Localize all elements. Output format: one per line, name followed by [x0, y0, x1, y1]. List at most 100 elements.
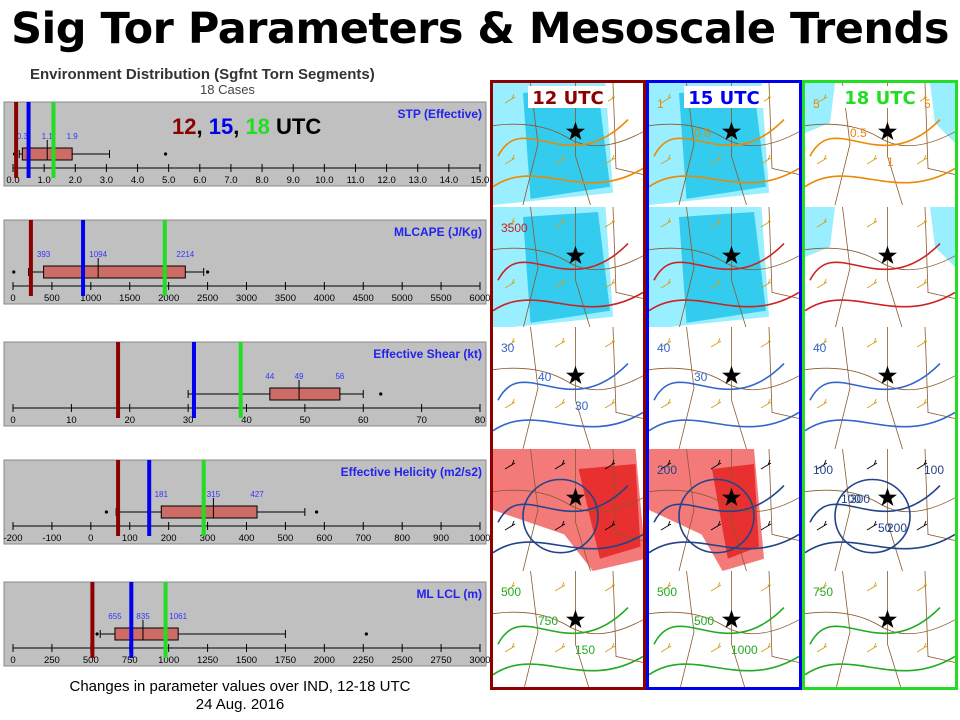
wind-barb: [760, 398, 772, 409]
boxplot-panel: MLCAPE (J/Kg) 0 500 1000 1500 2000 2500 3000 350…: [3, 219, 490, 305]
state-border: [492, 367, 644, 391]
contour: [653, 243, 785, 281]
contour-label: 500: [501, 585, 521, 599]
state-border: [648, 247, 800, 271]
value-label: 49: [295, 372, 304, 381]
state-border: [648, 611, 800, 635]
state-border: [648, 489, 800, 513]
wind-barb: [816, 520, 828, 531]
x-tick-label: 3000: [469, 655, 490, 666]
state-border: [835, 570, 851, 690]
contour: [648, 167, 800, 188]
map-column-border: [490, 80, 646, 690]
utc-15-line: [129, 582, 134, 658]
contour: [809, 485, 941, 523]
contour-label: 30: [501, 341, 515, 355]
outlier-point: [379, 392, 383, 396]
wind-barb: [866, 337, 878, 348]
wind-barb: [504, 520, 516, 531]
state-border: [834, 326, 851, 450]
wind-barb: [604, 459, 616, 470]
state-border: [731, 571, 746, 690]
x-tick-label: 2500: [392, 655, 413, 666]
contour: [653, 485, 785, 523]
state-border: [648, 367, 800, 391]
state-border: [804, 489, 956, 513]
value-label: 181: [155, 490, 169, 499]
wind-barb: [604, 642, 616, 653]
wind-barb: [660, 337, 672, 348]
x-tick-label: 0: [10, 655, 15, 666]
wind-barb: [710, 642, 722, 653]
wind-barb: [504, 337, 516, 348]
state-border: [678, 448, 695, 572]
environment-title: Environment Distribution (Sgfnt Torn Seg…: [30, 66, 375, 83]
x-tick-label: 1500: [236, 655, 257, 666]
contour: [648, 655, 800, 676]
value-label: 44: [265, 372, 274, 381]
wind-barb: [816, 642, 828, 653]
location-star-icon: [878, 245, 897, 264]
outlier-point: [104, 510, 108, 514]
wind-barb: [916, 520, 928, 531]
x-tick-label: 40: [241, 415, 252, 426]
state-border: [834, 448, 851, 572]
wind-barb: [504, 459, 516, 470]
x-tick-label: 9.0: [287, 175, 300, 186]
wind-barb: [554, 581, 566, 592]
utc-15-line: [26, 102, 31, 178]
contour-label: 200: [657, 463, 677, 477]
wind-barb: [604, 337, 616, 348]
column-header-bg: [528, 86, 608, 108]
state-border: [678, 326, 695, 450]
x-tick-label: 20: [124, 415, 135, 426]
x-tick-label: 10: [66, 415, 77, 426]
panel-background: [3, 581, 487, 667]
state-border: [575, 449, 591, 572]
utc-legend: 12, 15, 18 UTC: [172, 114, 321, 139]
utc-12-line: [14, 102, 19, 178]
state-border: [887, 207, 903, 330]
x-tick-label: -100: [42, 533, 61, 544]
value-label: 1.9: [67, 132, 79, 141]
panel-title: Effective Helicity (m2/s2): [341, 465, 482, 479]
wind-barb: [866, 459, 878, 470]
wind-barb: [554, 642, 566, 653]
wind-barb: [710, 278, 722, 289]
column-header: 12 UTC: [532, 88, 603, 109]
contour: [809, 363, 941, 401]
x-tick-label: 7.0: [224, 175, 237, 186]
x-tick-label: 3.0: [100, 175, 113, 186]
state-border: [522, 326, 539, 450]
contour-label: 30: [694, 370, 708, 384]
caption: Changes in parameter values over IND, 12…: [0, 678, 480, 714]
column-header-bg: [840, 86, 920, 108]
location-star-icon: [722, 609, 741, 628]
wind-barb: [554, 398, 566, 409]
wind-barb: [760, 217, 772, 228]
wind-barb: [760, 154, 772, 165]
contour: [804, 655, 956, 676]
x-tick-label: 900: [433, 533, 449, 544]
x-tick-label: 2750: [431, 655, 452, 666]
contour-label: 0.5: [850, 126, 867, 140]
x-tick-label: 0: [10, 293, 15, 304]
state-border: [887, 449, 903, 572]
panel-title: STP (Effective): [398, 107, 482, 121]
map-background: [649, 327, 799, 449]
shading: [679, 212, 766, 323]
contour-label: 100: [924, 463, 944, 477]
wind-barb: [504, 278, 516, 289]
state-border: [492, 247, 644, 271]
legend-part: 15: [209, 114, 233, 139]
contour: [497, 243, 629, 281]
shading: [930, 83, 955, 143]
outlier-point: [364, 632, 368, 636]
wind-barb: [816, 398, 828, 409]
wind-barb: [504, 642, 516, 653]
wind-barb: [816, 93, 828, 104]
wind-barb: [760, 337, 772, 348]
value-label: 56: [335, 372, 344, 381]
